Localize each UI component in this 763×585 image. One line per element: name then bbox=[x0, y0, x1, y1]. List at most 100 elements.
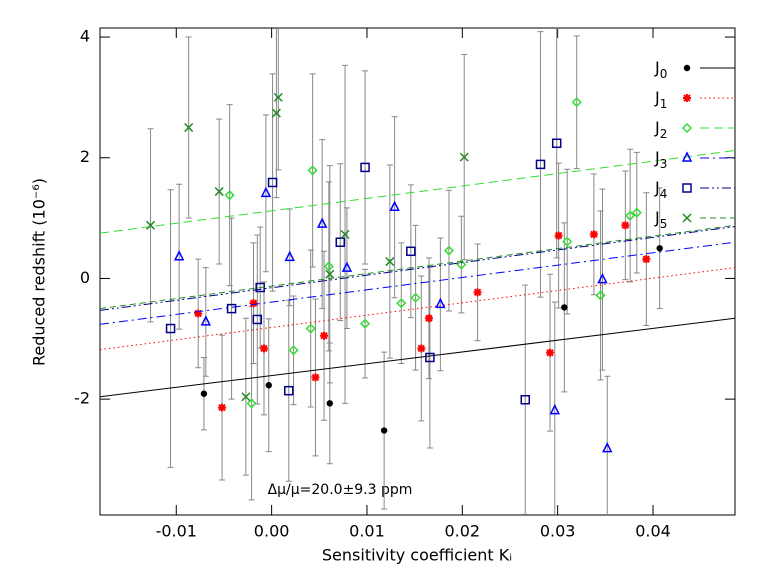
point bbox=[410, 292, 421, 303]
legend-label: J3 bbox=[654, 148, 667, 171]
error-bar bbox=[553, 28, 560, 259]
point bbox=[631, 207, 642, 218]
legend-label-main: J bbox=[654, 148, 660, 167]
point bbox=[571, 97, 582, 108]
legend-label-sub: 0 bbox=[660, 67, 668, 81]
point bbox=[173, 250, 185, 261]
point bbox=[360, 162, 370, 173]
fit-line bbox=[100, 241, 735, 325]
error-bar bbox=[362, 268, 369, 379]
point bbox=[597, 272, 608, 284]
legend-label: J4 bbox=[654, 178, 667, 201]
error-bar bbox=[599, 188, 606, 371]
error-bar bbox=[551, 301, 558, 515]
legend-label-main: J bbox=[654, 88, 660, 107]
point bbox=[284, 385, 294, 396]
point bbox=[520, 394, 530, 405]
point bbox=[252, 314, 263, 325]
x-tick-label: 0.02 bbox=[444, 522, 480, 541]
x-tick-label: 0.03 bbox=[540, 522, 576, 541]
point bbox=[595, 290, 606, 301]
point bbox=[320, 331, 329, 340]
legend-label-sub: 2 bbox=[660, 127, 668, 141]
point bbox=[194, 309, 203, 318]
error-bar bbox=[202, 267, 209, 377]
point bbox=[385, 257, 395, 267]
point bbox=[335, 237, 346, 247]
point bbox=[642, 255, 651, 264]
point bbox=[473, 288, 482, 297]
error-bar bbox=[627, 148, 634, 283]
error-bar bbox=[407, 184, 414, 319]
error-bar bbox=[522, 284, 529, 515]
point bbox=[267, 177, 278, 188]
point bbox=[380, 427, 388, 434]
plot-frame bbox=[99, 27, 736, 516]
error-bar bbox=[337, 163, 344, 322]
error-bar bbox=[228, 217, 235, 400]
error-bar bbox=[398, 242, 405, 365]
fit-line bbox=[100, 226, 735, 311]
legend-label-sub: 3 bbox=[660, 157, 668, 171]
error-bar bbox=[176, 183, 183, 330]
x-tick-label: 0.01 bbox=[349, 522, 385, 541]
x-tick-label: -0.01 bbox=[156, 522, 197, 541]
error-bar bbox=[537, 31, 544, 298]
legend-label-main: J bbox=[654, 178, 660, 197]
error-bar bbox=[254, 234, 261, 405]
point bbox=[424, 314, 433, 323]
annotation: Δμ/μ=20.0±9.3 ppm bbox=[268, 482, 413, 498]
error-bar bbox=[307, 249, 314, 408]
legend-label: J0 bbox=[654, 58, 667, 81]
error-bar bbox=[564, 168, 571, 315]
legend-label-main: J bbox=[654, 58, 660, 77]
point bbox=[683, 94, 691, 102]
x-axis-label: Sensitivity coefficient Kᵢ bbox=[322, 546, 512, 565]
point bbox=[682, 183, 692, 193]
point bbox=[323, 261, 334, 272]
point bbox=[288, 345, 299, 356]
x-tick-label: 0.04 bbox=[635, 522, 671, 541]
point bbox=[224, 190, 235, 201]
point bbox=[562, 236, 573, 247]
point bbox=[459, 152, 469, 162]
point bbox=[271, 108, 281, 118]
point bbox=[214, 187, 224, 197]
point bbox=[682, 213, 692, 223]
error-bar bbox=[167, 189, 174, 468]
point bbox=[359, 318, 371, 329]
y-tick-label: 0 bbox=[80, 268, 90, 287]
point bbox=[406, 246, 416, 257]
point bbox=[341, 261, 353, 272]
fit-line bbox=[100, 267, 735, 351]
legend-label-main: J bbox=[654, 118, 660, 137]
error-bar bbox=[573, 35, 580, 170]
error-bar bbox=[445, 189, 452, 312]
error-bar bbox=[319, 139, 326, 310]
point bbox=[273, 92, 283, 102]
error-bar bbox=[633, 151, 640, 274]
point bbox=[307, 165, 318, 176]
point bbox=[326, 400, 333, 407]
point bbox=[554, 231, 563, 240]
point bbox=[456, 259, 467, 270]
point bbox=[683, 64, 691, 72]
fit-line bbox=[100, 317, 735, 398]
point bbox=[311, 373, 320, 382]
error-bar bbox=[362, 70, 369, 265]
legend-label: J5 bbox=[654, 208, 667, 231]
error-bar bbox=[412, 224, 419, 371]
point bbox=[200, 390, 208, 397]
point bbox=[325, 269, 335, 279]
point bbox=[260, 186, 272, 198]
point bbox=[535, 159, 546, 170]
error-bar bbox=[309, 73, 316, 268]
point bbox=[265, 382, 272, 389]
point bbox=[602, 441, 613, 453]
point bbox=[396, 298, 407, 309]
point bbox=[146, 220, 156, 230]
point bbox=[551, 138, 562, 149]
point bbox=[284, 250, 295, 262]
error-bar bbox=[325, 181, 332, 352]
